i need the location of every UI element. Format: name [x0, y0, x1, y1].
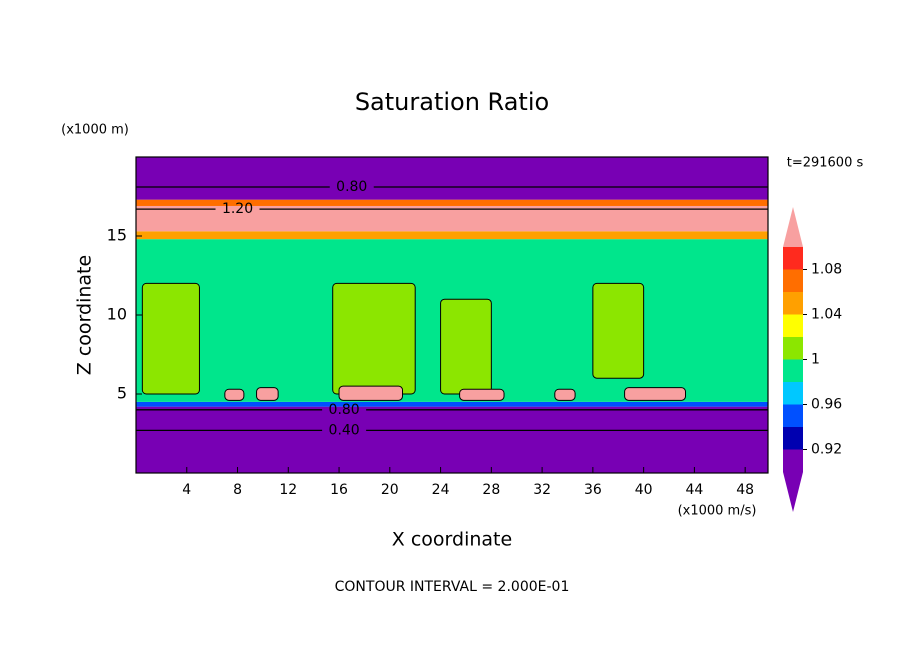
contour-label: 0.80: [336, 179, 367, 195]
x-tick-label: 48: [736, 482, 754, 498]
colorbar-tick-label: 0.92: [811, 442, 842, 458]
colorbar-box: [783, 449, 803, 472]
field-patch: [554, 388, 576, 401]
colorbar-tick-label: 1.04: [811, 307, 842, 323]
colorbar-box: [783, 314, 803, 337]
x-tick-label: 36: [584, 482, 602, 498]
y-tick-label: 5: [117, 384, 127, 403]
colorbar-tick-label: 1.08: [811, 262, 842, 278]
y-unit: (x1000 m): [61, 123, 129, 138]
x-unit: (x1000 m/s): [678, 504, 757, 519]
x-tick-label: 24: [432, 482, 450, 498]
colorbar-box: [783, 382, 803, 405]
field-patch: [440, 298, 492, 395]
colorbar-box: [783, 404, 803, 427]
field-layer: [136, 157, 768, 200]
x-tick-label: 20: [381, 482, 399, 498]
contour-label: 0.80: [329, 402, 360, 418]
field-layer: [136, 401, 768, 407]
colorbar-box: [783, 247, 803, 270]
field-layer: [136, 205, 768, 232]
colorbar-box: [783, 337, 803, 360]
field-patch: [224, 388, 245, 401]
field-patch: [332, 282, 416, 395]
field-patch: [141, 282, 200, 395]
colorbar-tick-label: 0.96: [811, 397, 842, 413]
x-tick-label: 40: [635, 482, 653, 498]
field-patch: [624, 387, 687, 401]
y-tick-label: 10: [107, 305, 127, 324]
colorbar-box: [783, 292, 803, 315]
field-patch: [592, 282, 645, 379]
contour-label: 0.40: [329, 422, 360, 438]
x-tick-label: 4: [182, 482, 191, 498]
field-patch: [256, 387, 279, 401]
y-axis-label: Z coordinate: [74, 255, 96, 375]
colorbar-box: [783, 427, 803, 450]
field-layer: [136, 406, 768, 473]
colorbar-under: [783, 472, 803, 512]
x-tick-label: 28: [482, 482, 500, 498]
x-tick-label: 8: [233, 482, 242, 498]
chart-title: Saturation Ratio: [355, 88, 549, 116]
colorbar-tick-label: 1: [811, 352, 820, 368]
field-layer: [136, 231, 768, 240]
y-tick-label: 15: [107, 226, 127, 245]
field-patch: [338, 385, 404, 401]
x-axis-label: X coordinate: [392, 529, 512, 551]
x-tick-label: 16: [330, 482, 348, 498]
field-layer: [136, 199, 768, 206]
x-tick-label: 32: [533, 482, 551, 498]
colorbar-box: [783, 269, 803, 292]
colorbar-box: [783, 359, 803, 382]
contour-label: 1.20: [222, 201, 253, 217]
colorbar-over: [783, 207, 803, 247]
x-tick-label: 44: [685, 482, 703, 498]
x-tick-label: 12: [279, 482, 297, 498]
field-patch: [459, 388, 505, 401]
footer: CONTOUR INTERVAL = 2.000E-01: [335, 579, 570, 595]
time-label: t=291600 s: [787, 156, 864, 171]
